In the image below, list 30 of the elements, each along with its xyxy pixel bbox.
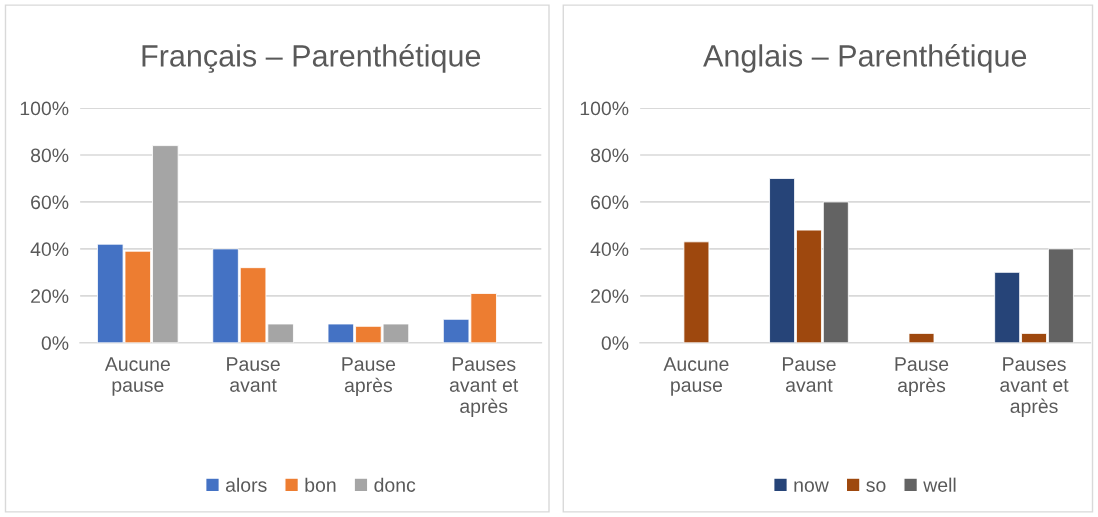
bar (683, 241, 710, 343)
y-tick-label: 0% (41, 336, 69, 351)
chart-title: Anglais – Parenthétique (703, 43, 1027, 73)
x-tick-label: Pause après (342, 357, 396, 396)
x-tick-label: Pause après (895, 357, 949, 396)
y-tick-label: 0% (601, 336, 629, 351)
y-tick-label: 100% (580, 101, 629, 116)
x-tick-label: Aucune pause (663, 357, 729, 396)
y-tick-label: 20% (31, 289, 69, 304)
legend-label: bon (305, 477, 336, 492)
y-tick-label: 20% (591, 289, 629, 304)
y-tick-label: 40% (30, 242, 69, 257)
legend-label: now (794, 481, 829, 492)
legend-label: donc (374, 477, 416, 492)
y-tick-label: 60% (31, 195, 69, 210)
x-tick-label: Pauses avant et après (1000, 357, 1069, 417)
x-tick-label: Pause avant (782, 357, 836, 392)
legend-label: so (866, 481, 886, 492)
x-tick-label: Aucune pause (104, 357, 170, 396)
y-tick-label: 60% (591, 195, 629, 210)
legend-label: well (923, 477, 956, 492)
y-tick-label: 40% (590, 242, 629, 257)
x-tick-label: Pauses avant et après (449, 357, 519, 417)
bar (908, 332, 935, 343)
y-tick-label: 80% (590, 148, 629, 163)
y-tick-label: 100% (20, 101, 69, 116)
legend-label: alors (225, 477, 267, 492)
chart-title: Français – Parenthétique (142, 43, 481, 73)
y-tick-label: 80% (30, 148, 69, 163)
x-tick-label: Pause avant (227, 357, 280, 392)
